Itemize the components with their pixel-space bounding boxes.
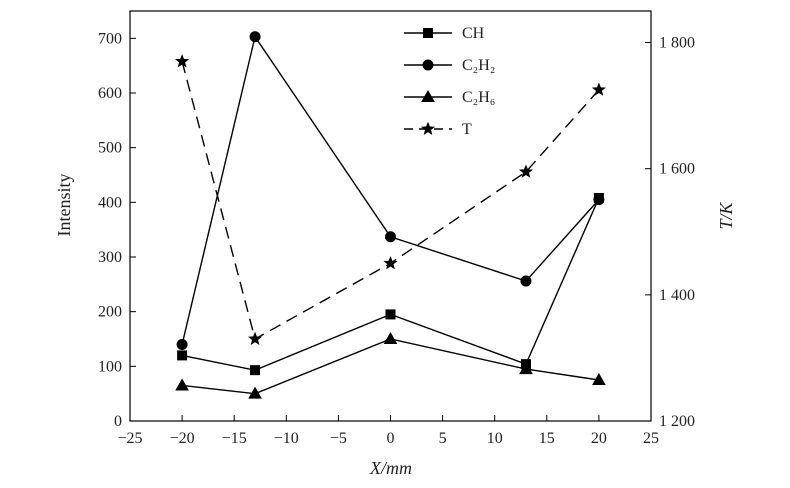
data-point <box>385 231 396 243</box>
y2-tick-label: 1 800 <box>659 35 695 52</box>
data-point <box>249 31 261 43</box>
legend-marker <box>421 89 435 102</box>
x-tick-label: 25 <box>643 430 659 447</box>
legend: CH C₂H₂ C₂H₆ T <box>404 25 495 138</box>
legend-label: T <box>462 121 472 138</box>
x-tick-label: −20 <box>170 430 195 447</box>
legend-label: C₂H₆ <box>462 89 495 106</box>
series-1 <box>177 192 604 376</box>
data-point <box>593 194 605 206</box>
data-point <box>248 331 263 345</box>
y2-tick-label: 1 600 <box>659 161 695 178</box>
data-point <box>176 338 188 350</box>
y-axis-title: Intensity <box>54 174 74 237</box>
x-axis-title: X/mm <box>369 458 412 478</box>
series-line <box>181 61 600 341</box>
legend-marker <box>422 59 434 71</box>
series-line <box>181 197 600 371</box>
data-point <box>519 362 533 375</box>
legend-label: C₂H₂ <box>462 57 495 74</box>
data-point <box>592 372 606 385</box>
y-tick-label: 100 <box>98 358 122 375</box>
x-tick-label: 20 <box>591 430 607 447</box>
data-point <box>383 255 398 270</box>
ticks-layer: −25 −20 −15 −10 −5 0 5 10 15 20 25 0 100 200 300 400 500… <box>98 30 695 447</box>
y-tick-label: 0 <box>114 413 122 430</box>
x-tick-label: 10 <box>487 430 503 447</box>
y2-tick-label: 1 200 <box>659 413 695 430</box>
x-tick-label: −25 <box>117 430 142 447</box>
data-point <box>250 365 261 376</box>
data-point <box>383 331 398 344</box>
y-tick-label: 200 <box>98 304 122 321</box>
data-point <box>175 54 190 68</box>
x-tick-label: 5 <box>439 430 447 447</box>
series-3 <box>175 331 606 399</box>
data-point <box>175 378 189 391</box>
plot-frame <box>129 10 652 422</box>
y-tick-label: 600 <box>98 85 122 102</box>
series-line <box>182 338 600 395</box>
data-point <box>177 350 188 361</box>
x-tick-label: −15 <box>222 430 247 447</box>
data-point <box>248 386 262 399</box>
x-tick-label: −10 <box>274 430 299 447</box>
data-point <box>518 164 533 178</box>
series-2 <box>176 31 605 350</box>
series-4 <box>175 54 606 345</box>
series-layer <box>175 31 606 399</box>
y2-axis-title: T/K <box>716 202 736 230</box>
data-point <box>591 82 606 96</box>
data-point <box>520 275 532 287</box>
y-tick-label: 700 <box>98 30 122 47</box>
series-line <box>181 34 600 345</box>
legend-label: CH <box>462 25 485 42</box>
y2-tick-label: 1 400 <box>659 287 695 304</box>
y-tick-label: 300 <box>98 249 122 266</box>
data-point <box>385 309 396 320</box>
y-tick-label: 500 <box>98 140 122 157</box>
x-tick-label: 15 <box>539 430 555 447</box>
legend-marker <box>420 121 436 135</box>
y-tick-label: 400 <box>98 194 122 211</box>
legend-marker <box>423 28 433 38</box>
x-tick-label: 0 <box>387 430 395 447</box>
x-tick-label: −5 <box>330 430 347 447</box>
